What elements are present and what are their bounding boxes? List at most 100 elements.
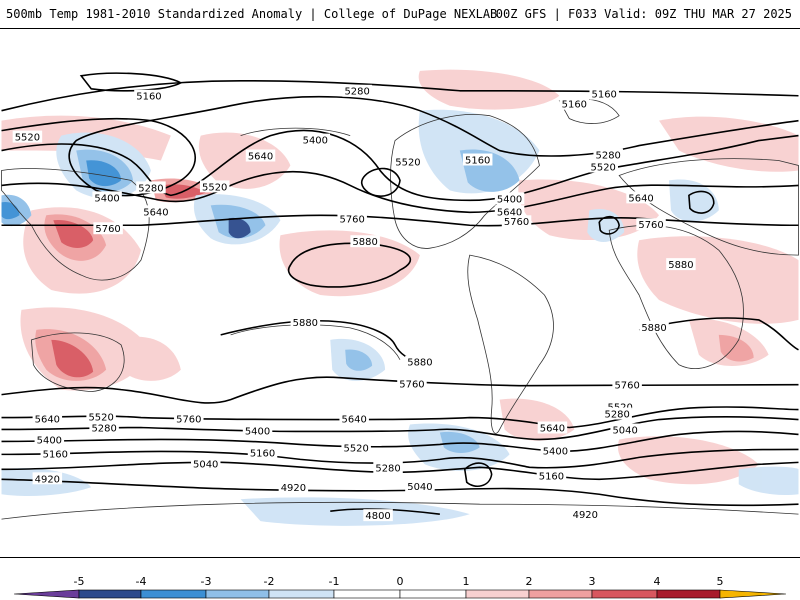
colorbar-tick-label: -3: [201, 575, 212, 588]
contour-label-bg: [639, 320, 669, 333]
contour-label-bg: [34, 433, 65, 446]
contour-label-bg: [589, 87, 619, 100]
colorbar-tick-label: 2: [526, 575, 533, 588]
contour-label-bg: [405, 480, 435, 493]
contour-label: 5280: [605, 410, 630, 421]
contour-line: [1, 415, 799, 441]
colorbar-tick-label: 0: [397, 575, 404, 588]
contour-labels: 5160 5280 5160 5160 5520 5400 5640 5520 5160 5280…: [12, 84, 696, 522]
weather-map: 5160 5280 5160 5160 5520 5400 5640 5520 5160 5280…: [0, 28, 800, 558]
colorbar-ticks: -5 -4 -3 -2 -1 0 1 2 3 4 5: [74, 575, 724, 588]
contour-line: [638, 317, 799, 351]
contour-label: 5160: [43, 449, 68, 460]
contour-label-bg: [605, 400, 635, 413]
contour-label: 5760: [399, 380, 424, 391]
colorbar-swatch: [268, 589, 335, 599]
contour-label-bg: [199, 180, 230, 193]
colorbar-tick-label: -1: [329, 575, 340, 588]
colorbar-tick-label: -2: [264, 575, 275, 588]
colorbar-tick-label: -5: [74, 575, 85, 588]
colorbar-swatch: [399, 589, 467, 599]
contour-label-bg: [242, 424, 273, 437]
colorbar-swatch: [140, 589, 207, 599]
contour-label-bg: [141, 205, 171, 218]
contour-label-bg: [350, 235, 380, 248]
contour-line: [463, 462, 493, 488]
cold-anomaly-area: [345, 349, 373, 371]
contour-label: 5760: [176, 415, 201, 426]
colorbar-swatch: [591, 589, 658, 599]
contour-label: 5160: [465, 155, 490, 166]
contour-label: 5640: [35, 415, 60, 426]
coastline: [1, 501, 799, 520]
anomaly-shading: [1, 69, 799, 526]
contour-label-bg: [540, 444, 571, 457]
contour-label-bg: [636, 218, 666, 231]
cold-anomaly-area: [668, 179, 719, 222]
contour-label: 4920: [35, 474, 60, 485]
contour-label: 5160: [250, 448, 275, 459]
contour-label: 5400: [94, 193, 119, 204]
warm-anomaly-area: [116, 336, 181, 381]
colorbar-tick-label: 1: [463, 575, 470, 588]
contour-line: [598, 215, 620, 235]
colorbar-swatch: [333, 589, 401, 599]
contour-label-bg: [612, 378, 642, 391]
contour-label: 5400: [245, 426, 270, 437]
contour-label: 5160: [539, 471, 564, 482]
contour-label: 5760: [614, 381, 639, 392]
contour-label-bg: [190, 457, 221, 470]
contour-line: [1, 461, 799, 481]
colorbar-swatches: [13, 589, 787, 599]
contour-label-bg: [32, 472, 63, 485]
contour-label-bg: [405, 355, 435, 368]
colorbar-swatch: [656, 589, 721, 599]
contour-label: 5640: [540, 423, 565, 434]
contour-label-bg: [12, 130, 43, 143]
contour-label: 5400: [543, 446, 568, 457]
contour-label-bg: [337, 212, 367, 225]
contour-label: 4920: [573, 510, 598, 521]
contour-label: 5760: [638, 220, 663, 231]
contour-label-bg: [32, 412, 63, 425]
contour-label: 5160: [136, 92, 161, 103]
contour-label-bg: [174, 412, 204, 425]
contour-label: 5760: [504, 217, 529, 228]
warm-anomaly-area: [518, 179, 660, 241]
colorbar: -5 -4 -3 -2 -1 0 1 2 3 4 5: [13, 575, 787, 599]
contour-label: 5040: [612, 425, 637, 436]
contour-label-bg: [290, 315, 321, 328]
contour-line: [1, 80, 799, 112]
contour-label-bg: [92, 191, 122, 204]
contour-label: 5280: [91, 423, 116, 434]
contour-label: 5280: [344, 87, 369, 98]
contour-line: [1, 95, 799, 197]
coastline: [30, 332, 125, 393]
coastline: [240, 127, 351, 136]
contour-label: 5880: [293, 318, 318, 329]
warm-anomaly-area: [418, 69, 560, 110]
contour-line: [287, 242, 412, 288]
contour-label-bg: [86, 410, 116, 423]
colorbar-swatch: [465, 589, 530, 599]
coastline: [618, 158, 799, 256]
warm-anomaly-area: [53, 220, 94, 248]
contour-label-bg: [559, 97, 590, 110]
contour-line: [1, 376, 799, 404]
contour-line: [1, 406, 799, 429]
contour-label: 5040: [193, 459, 218, 470]
contour-label-bg: [462, 153, 493, 166]
contour-label-bg: [89, 421, 119, 434]
contour-label-bg: [40, 447, 71, 460]
colorbar-swatch: [719, 589, 787, 599]
contour-label: 5400: [497, 194, 522, 205]
header-bar: 500mb Temp 1981-2010 Standardized Anomal…: [0, 0, 800, 28]
contour-label: 5520: [395, 157, 420, 168]
run-info: 00Z GFS | F033 Valid: 09Z THU MAR 27 202…: [495, 7, 792, 21]
contour-line: [1, 448, 799, 469]
colorbar-swatch: [13, 589, 80, 599]
contour-label: 5280: [596, 151, 621, 162]
contour-line: [1, 430, 799, 453]
contour-line: [360, 167, 401, 197]
contour-label: 5640: [342, 415, 367, 426]
